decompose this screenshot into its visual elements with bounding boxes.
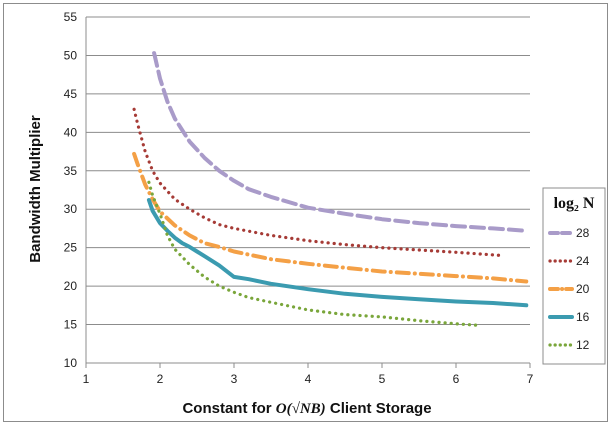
legend-items: 28 24 20 16 12 <box>548 226 590 352</box>
legend-label-24: 24 <box>576 254 590 268</box>
legend-box <box>542 187 606 365</box>
x-tick-label: 7 <box>527 372 534 386</box>
x-tick-label: 1 <box>83 372 90 386</box>
legend-label-16: 16 <box>576 310 590 324</box>
x-axis-title: Constant for O(√NB) Client Storage <box>182 400 431 417</box>
legend-label-20: 20 <box>576 282 590 296</box>
chart-frame <box>3 3 608 422</box>
y-tick-labels: 10 15 20 25 30 35 40 45 50 55 <box>64 10 78 370</box>
legend-label-12: 12 <box>576 338 590 352</box>
x-tick-label: 3 <box>231 372 238 386</box>
x-tick-label: 4 <box>305 372 312 386</box>
axes <box>85 17 531 368</box>
series-line-12 <box>147 180 480 327</box>
y-tick-label: 35 <box>64 164 78 178</box>
x-tick-label: 6 <box>453 372 460 386</box>
series-line-16 <box>146 198 529 308</box>
y-tick-label: 40 <box>64 125 78 139</box>
y-tick-label: 55 <box>64 10 78 24</box>
legend: log₂ N 28 24 20 16 12 <box>542 187 606 365</box>
y-tick-label: 20 <box>64 279 78 293</box>
x-axis-title-suffix: Client Storage <box>326 400 432 417</box>
series-lines <box>132 51 529 327</box>
series-line-28 <box>152 51 529 233</box>
series-line-24 <box>132 107 502 257</box>
x-tick-labels: 1 2 3 4 5 6 7 <box>83 372 534 386</box>
y-tick-label: 30 <box>64 202 78 216</box>
x-axis-title-prefix: Constant for <box>182 400 275 417</box>
y-axis-title: Bandwidth Multiplier <box>27 115 44 263</box>
y-tick-label: 15 <box>64 318 78 332</box>
y-tick-label: 10 <box>64 356 78 370</box>
y-tick-label: 25 <box>64 241 78 255</box>
y-tick-label: 50 <box>64 48 78 62</box>
series-line-20 <box>132 151 529 284</box>
y-tick-label: 45 <box>64 87 78 101</box>
x-tick-label: 5 <box>379 372 386 386</box>
x-tick-label: 2 <box>157 372 164 386</box>
legend-title: log₂ N <box>554 195 595 212</box>
legend-label-28: 28 <box>576 226 590 240</box>
x-axis-title-math: O(√NB) <box>276 401 326 417</box>
